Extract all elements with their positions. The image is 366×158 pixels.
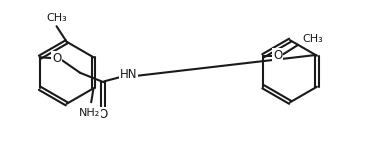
Text: NH₂: NH₂ <box>79 108 100 118</box>
Text: CH₃: CH₃ <box>46 13 67 24</box>
Text: CH₃: CH₃ <box>303 34 324 44</box>
Text: HN: HN <box>119 68 137 81</box>
Text: O: O <box>273 49 283 62</box>
Text: O: O <box>52 52 61 65</box>
Text: O: O <box>99 108 108 121</box>
